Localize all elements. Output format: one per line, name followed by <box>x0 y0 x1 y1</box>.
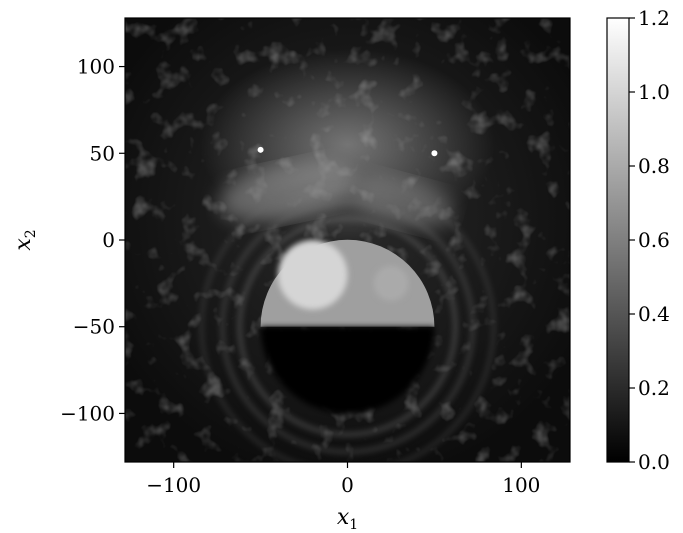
colorbar-tick-label: 0.4 <box>638 302 670 326</box>
x-tick-label: 0 <box>341 473 354 497</box>
point-artifact <box>431 150 438 157</box>
x-axis-label: x1 <box>337 505 358 533</box>
x-tick-label: −100 <box>146 473 201 497</box>
bright-disc <box>277 239 348 310</box>
y-tick-label: 50 <box>90 141 115 165</box>
y-tick-label: −100 <box>60 401 115 425</box>
colorbar-tick-label: 0.6 <box>638 228 670 252</box>
y-tick-label: 100 <box>77 55 115 79</box>
point-artifact <box>257 146 264 153</box>
y-tick-label: −50 <box>73 315 115 339</box>
dark-lower-region <box>260 326 435 414</box>
x-tick-label: 100 <box>502 473 540 497</box>
colorbar-tick-label: 1.0 <box>638 80 670 104</box>
ring-artifact <box>237 216 458 437</box>
colorbar-gradient <box>606 17 630 463</box>
y-axis: −100 −50 0 50 100 <box>60 55 125 425</box>
right-streak-artifact <box>352 174 454 229</box>
colorbar-tick-label: 0.2 <box>638 376 670 400</box>
colorbar-tick-label: 1.2 <box>638 6 670 30</box>
x-axis: −100 0 100 <box>146 462 540 497</box>
colorbar-tick-label: 0.0 <box>638 450 670 474</box>
colorbar-tick-label: 0.8 <box>638 154 670 178</box>
heatmap-plot-area <box>125 18 570 462</box>
y-tick-label: 0 <box>102 228 115 252</box>
colorbar: 0.0 0.2 0.4 0.6 0.8 1.0 1.2 <box>606 6 670 474</box>
ring-artifact <box>199 178 496 462</box>
ring-artifact <box>219 199 476 455</box>
small-disc <box>373 265 409 301</box>
y-axis-label: x2 <box>11 229 39 250</box>
